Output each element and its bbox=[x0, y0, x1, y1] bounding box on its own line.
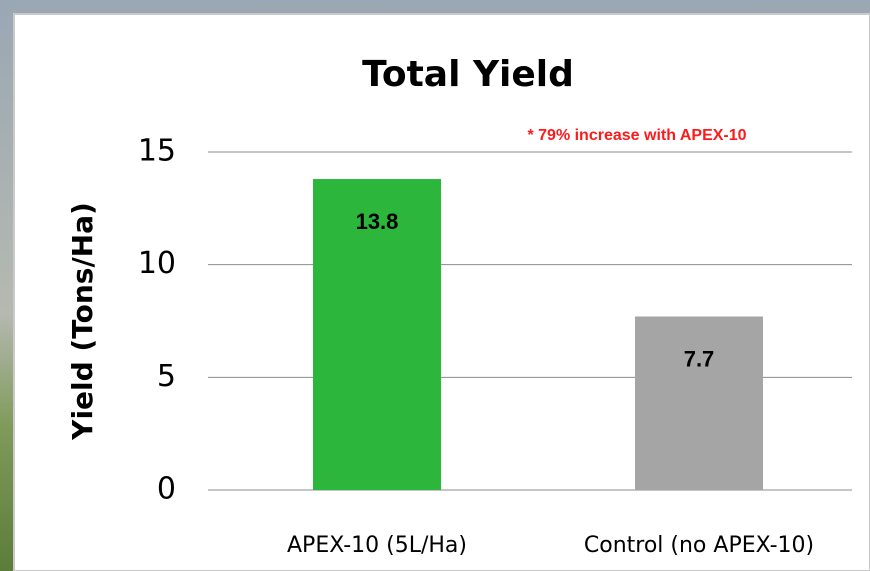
annotation: * 79% increase with APEX-10 bbox=[527, 127, 746, 144]
data-label: 7.7 bbox=[684, 346, 715, 371]
y-axis-label: Yield (Tons/Ha) bbox=[66, 202, 99, 441]
y-tick-label: 10 bbox=[138, 246, 176, 281]
y-tick-label: 5 bbox=[157, 359, 176, 394]
y-tick-label: 15 bbox=[138, 134, 176, 169]
data-label: 13.8 bbox=[356, 209, 399, 234]
bar bbox=[313, 179, 441, 491]
bar bbox=[635, 316, 763, 490]
x-tick-label: Control (no APEX-10) bbox=[584, 533, 814, 558]
chart-title: Total Yield bbox=[362, 54, 574, 95]
x-tick-label: APEX-10 (5L/Ha) bbox=[287, 533, 467, 558]
y-tick-label: 0 bbox=[157, 472, 176, 507]
